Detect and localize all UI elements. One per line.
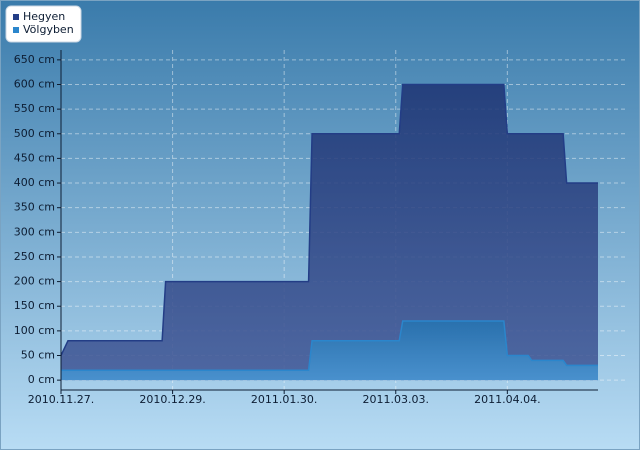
y-tick-label: 400 cm xyxy=(14,176,55,189)
area-shade xyxy=(61,321,598,381)
legend-swatch xyxy=(13,14,19,20)
x-tick-label: 2010.12.29. xyxy=(139,393,205,406)
legend-box xyxy=(5,5,82,43)
y-tick-label: 200 cm xyxy=(14,275,55,288)
legend-label: Hegyen xyxy=(23,10,65,23)
x-tick-label: 2011.04.04. xyxy=(474,393,540,406)
area-shade xyxy=(61,84,598,381)
legend-swatch xyxy=(13,27,19,33)
y-tick-label: 450 cm xyxy=(14,151,55,164)
x-tick-label: 2011.03.03. xyxy=(363,393,429,406)
y-tick-label: 350 cm xyxy=(14,201,55,214)
y-tick-label: 600 cm xyxy=(14,77,55,90)
x-tick-label: 2011.01.30. xyxy=(251,393,317,406)
y-tick-label: 650 cm xyxy=(14,53,55,66)
y-tick-label: 300 cm xyxy=(14,225,55,238)
y-tick-label: 250 cm xyxy=(14,250,55,263)
y-tick-label: 150 cm xyxy=(14,299,55,312)
y-tick-label: 500 cm xyxy=(14,127,55,140)
area-line xyxy=(60,83,598,356)
y-tick-label: 0 cm xyxy=(28,373,55,386)
y-tick-label: 50 cm xyxy=(21,349,55,362)
y-tick-label: 550 cm xyxy=(14,102,55,115)
area-line xyxy=(61,320,598,372)
x-tick-label: 2010.11.27. xyxy=(28,393,94,406)
y-tick-label: 100 cm xyxy=(14,324,55,337)
legend-label: Völgyben xyxy=(23,23,74,36)
